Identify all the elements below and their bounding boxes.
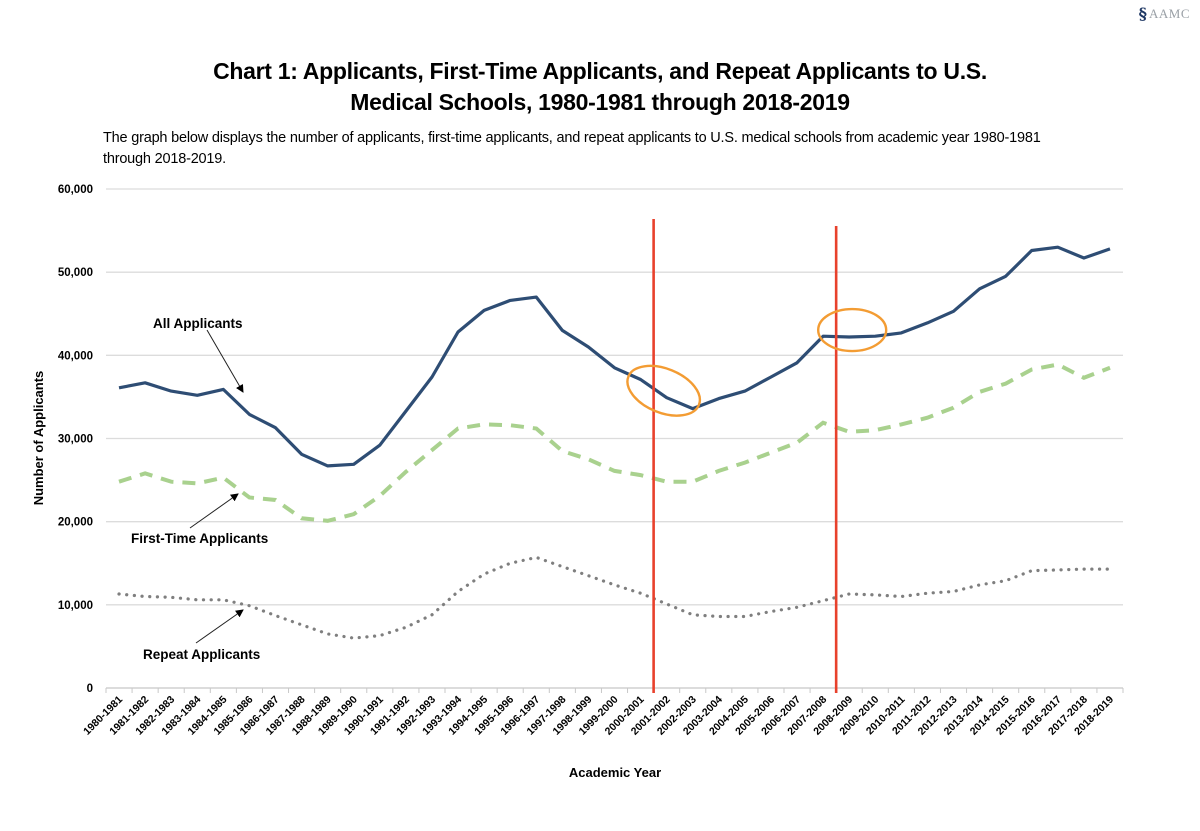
chart-title-line-1: Chart 1: Applicants, First-Time Applican…: [213, 58, 987, 84]
annotation-label: First-Time Applicants: [131, 531, 268, 546]
highlight-ellipse: [816, 307, 888, 353]
highlight-ellipse: [626, 364, 702, 417]
y-tick-label: 10,000: [58, 600, 93, 612]
aamc-logo: § AAMC: [1139, 4, 1190, 23]
annotations: All Applicants First-Time Applicants Repea…: [131, 316, 268, 662]
annotation-arrow: [195, 609, 244, 644]
annotation-label: Repeat Applicants: [143, 647, 260, 662]
chart-subtitle: The graph below displays the number of a…: [103, 130, 1041, 167]
gridlines: [106, 188, 1123, 689]
y-tick-label: 50,000: [58, 267, 93, 279]
reference-lines: [626, 219, 888, 693]
series-line-all-applicants: [118, 245, 1111, 468]
chart-title: Chart 1: Applicants, First-Time Applican…: [0, 56, 1200, 118]
x-axis-title: Academic Year: [569, 765, 661, 780]
annotation-arrow: [206, 329, 244, 393]
y-tick-label: 30,000: [58, 434, 93, 446]
y-axis-ticks: 0 10,000 20,000 30,000 40,000 50,000 60,000: [58, 184, 93, 695]
aamc-logo-text: AAMC: [1148, 5, 1190, 21]
y-tick-label: 40,000: [58, 350, 93, 362]
y-tick-label: 20,000: [58, 517, 93, 529]
y-tick-label: 0: [87, 683, 93, 695]
series-line-first-time-applicants: [118, 362, 1111, 523]
aamc-logo-icon: §: [1138, 4, 1147, 23]
annotation-arrow: [189, 493, 239, 529]
x-axis: 1980-19811981-19821982-19831983-19841984…: [81, 688, 1124, 738]
annotation-label: All Applicants: [153, 316, 243, 331]
series-line-repeat-applicants: [117, 555, 1112, 640]
y-tick-label: 60,000: [58, 184, 93, 196]
series-group: [117, 245, 1112, 640]
chart-title-line-2: Medical Schools, 1980-1981 through 2018-…: [350, 89, 850, 115]
y-axis-title: Number of Applicants: [31, 371, 46, 506]
